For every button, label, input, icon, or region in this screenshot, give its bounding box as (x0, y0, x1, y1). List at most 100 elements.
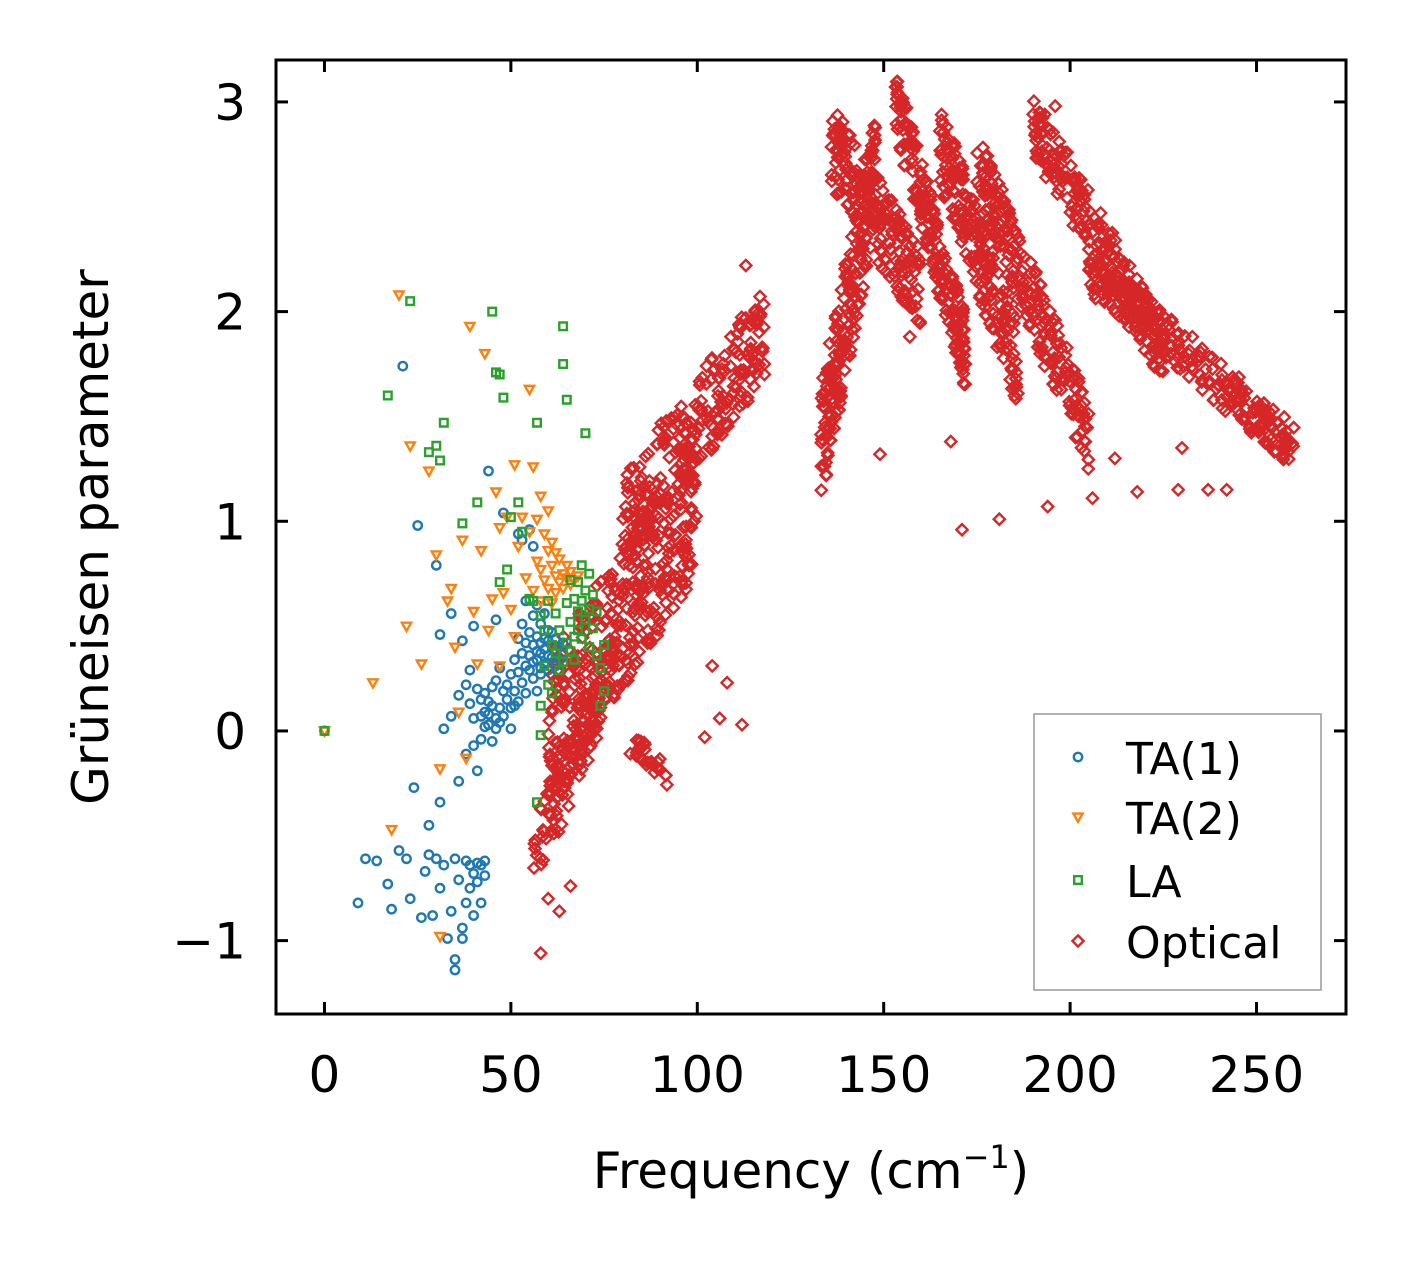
data-point (913, 168, 928, 183)
x-tick-label: 200 (1022, 1046, 1117, 1104)
data-point (888, 211, 903, 226)
data-point (635, 504, 651, 519)
data-point (895, 96, 910, 112)
data-point (1081, 406, 1096, 422)
data-point (526, 462, 540, 475)
data-point (953, 360, 969, 375)
data-point (819, 378, 835, 394)
data-point (460, 897, 472, 909)
data-point (827, 121, 842, 137)
data-point (939, 141, 955, 157)
data-point (954, 522, 970, 537)
data-point (626, 460, 641, 476)
data-point (1282, 433, 1297, 449)
data-point (678, 532, 694, 548)
data-point (756, 297, 771, 312)
data-point (711, 383, 726, 399)
data-point (653, 470, 668, 486)
data-point (693, 393, 709, 409)
data-point (546, 688, 557, 699)
data-point (867, 135, 883, 150)
data-point (1091, 251, 1106, 267)
data-point (511, 541, 525, 554)
data-point (922, 230, 937, 246)
data-point (1010, 291, 1025, 306)
data-point (656, 556, 672, 571)
data-point (561, 767, 577, 783)
x-tick-label: 250 (1209, 1046, 1304, 1104)
data-point (955, 313, 970, 328)
data-point (548, 735, 563, 750)
data-point (637, 737, 652, 752)
data-point (607, 629, 623, 644)
data-point (1023, 255, 1039, 270)
data-point (673, 465, 688, 481)
data-point (1100, 287, 1116, 302)
data-point (874, 216, 889, 231)
data-point (1068, 430, 1083, 445)
data-point (695, 412, 710, 428)
data-point (642, 603, 657, 619)
data-point (955, 167, 971, 183)
data-point (952, 355, 968, 370)
data-point (609, 635, 625, 650)
data-point (572, 605, 587, 621)
data-point (494, 369, 505, 380)
data-point (1070, 408, 1086, 424)
data-point (1026, 119, 1042, 135)
data-point (659, 777, 675, 793)
data-point (743, 341, 758, 356)
data-point (397, 360, 409, 372)
data-point (738, 258, 754, 273)
data-point (433, 764, 447, 776)
data-point (493, 523, 507, 535)
data-point (479, 870, 491, 881)
data-point (595, 663, 606, 673)
data-point (620, 655, 636, 671)
data-point (720, 418, 736, 434)
data-point (580, 752, 596, 768)
y-tick-label: 2 (214, 284, 246, 342)
data-point (884, 227, 900, 242)
data-point (653, 486, 668, 502)
data-point (904, 151, 920, 167)
data-point (844, 204, 860, 220)
data-point (1285, 439, 1301, 454)
data-point (704, 418, 719, 433)
data-point (572, 670, 587, 686)
data-point (468, 740, 479, 751)
data-point (620, 590, 636, 605)
data-point (877, 252, 892, 267)
data-point (658, 607, 673, 623)
data-point (513, 497, 524, 508)
data-point (571, 571, 585, 584)
x-tick-label: 150 (836, 1046, 931, 1104)
data-point (474, 546, 488, 558)
data-point (641, 523, 657, 538)
data-point (841, 269, 857, 285)
data-point (943, 270, 958, 285)
data-point (822, 336, 837, 351)
data-point (423, 819, 435, 831)
data-point (661, 495, 676, 511)
data-point (558, 321, 569, 332)
x-tick-label: 100 (650, 1046, 745, 1104)
data-point (674, 543, 689, 559)
data-point (994, 182, 1010, 197)
data-point (501, 679, 513, 691)
data-point (452, 707, 466, 720)
data-point (1001, 241, 1017, 256)
data-point (548, 762, 563, 777)
data-point (490, 675, 502, 686)
data-point (1262, 427, 1278, 443)
data-point (814, 391, 829, 406)
data-point (634, 470, 649, 485)
data-point (846, 185, 861, 200)
data-point (1099, 280, 1114, 295)
data-point (550, 608, 561, 619)
data-point (973, 158, 989, 174)
data-point (1049, 336, 1065, 352)
data-point (1144, 313, 1159, 329)
plot-frame (274, 58, 1348, 1016)
data-point (1276, 409, 1292, 425)
